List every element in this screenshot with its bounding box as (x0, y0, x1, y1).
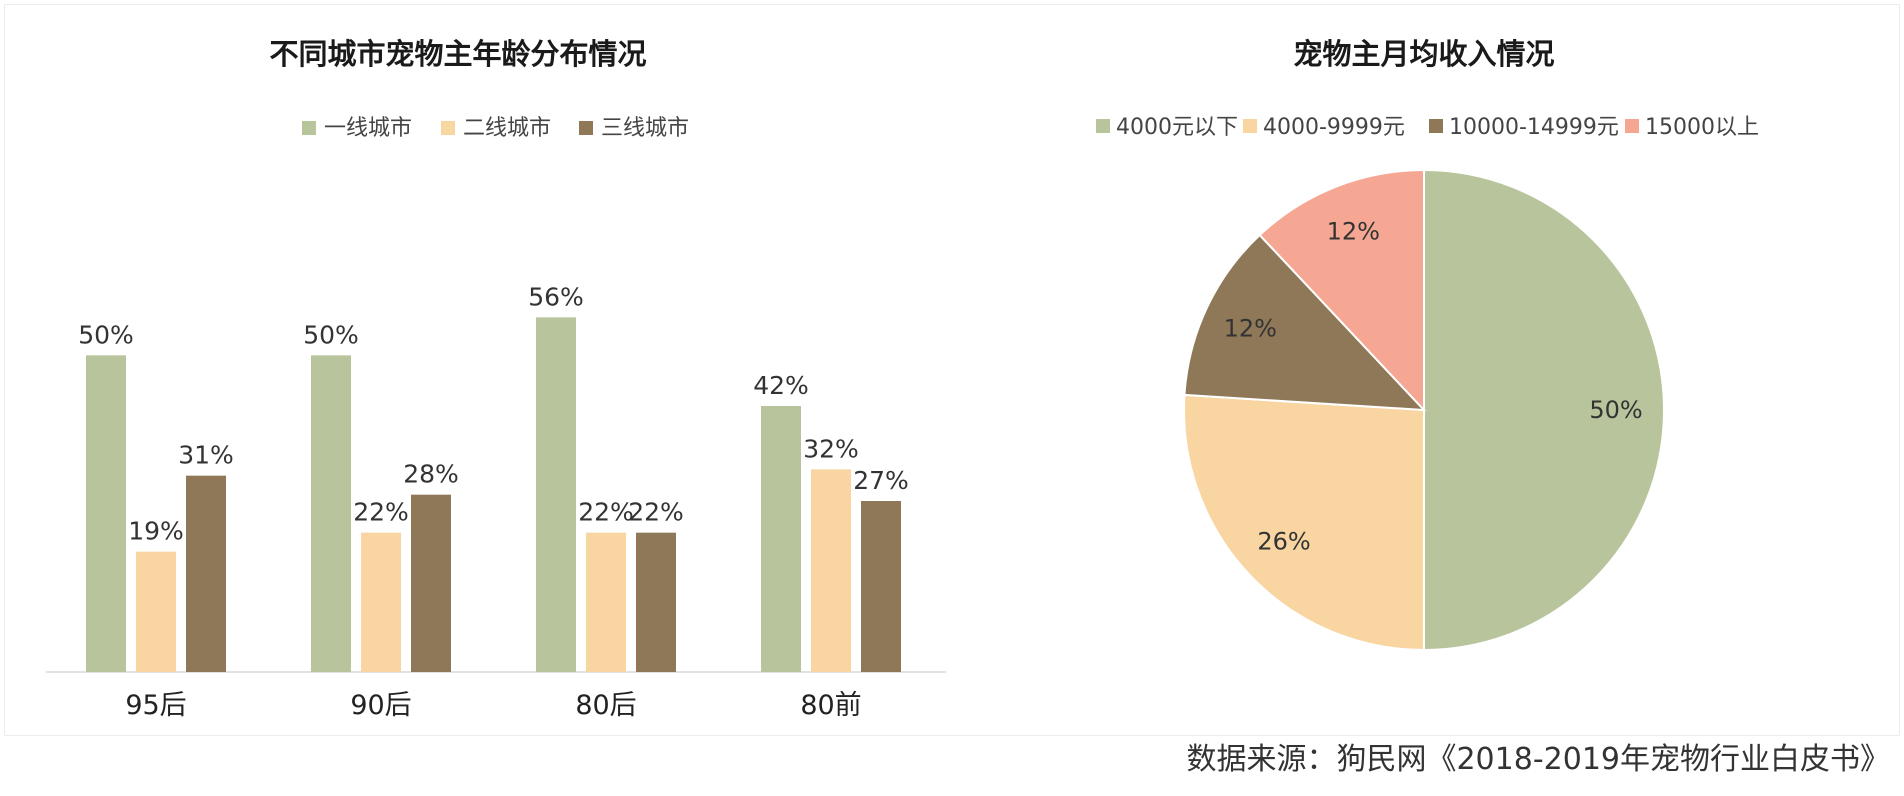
category-label: 80后 (575, 690, 636, 721)
bar-2-2 (361, 532, 401, 672)
bar-chart-legend: 一线城市 二线城市 三线城市 (302, 116, 689, 141)
pie-slice-3 (1183, 233, 1427, 412)
pie-chart-title: 宠物主月均收入情况 (1293, 37, 1554, 71)
legend-swatch (1625, 119, 1639, 133)
category-label: 80前 (800, 690, 861, 721)
bar-4-2 (811, 469, 851, 672)
category-label: 95后 (125, 690, 186, 721)
bar-3-3 (636, 532, 676, 672)
legend-swatch (302, 121, 316, 135)
bar-2-3 (411, 494, 451, 672)
data-source-note: 数据来源：狗民网《2018-2019年宠物行业白皮书》 (1186, 742, 1890, 777)
pie-slice-4 (1258, 168, 1425, 413)
pie-slice-label: 26% (1257, 527, 1310, 555)
legend-swatch (1429, 119, 1443, 133)
bar-chart-title: 不同城市宠物主年龄分布情况 (269, 37, 646, 71)
pie-slice-labels: 50% 26% 12% 12% (1224, 217, 1643, 555)
pie-slice-label: 50% (1589, 396, 1642, 424)
bar-3-1 (536, 317, 576, 672)
pie-slice-2 (1183, 393, 1425, 652)
bar-4-3 (861, 501, 901, 672)
bar-3-2 (586, 532, 626, 672)
bar-1-2 (136, 551, 176, 672)
pie-chart-legend: 4000元以下 4000-9999元 10000-14999元 15000以上 (1096, 115, 1759, 140)
legend-label: 4000-9999元 (1263, 115, 1405, 140)
bar-chart: 不同城市宠物主年龄分布情况 一线城市 二线城市 三线城市 50% 19% 31% 50% 2… (46, 37, 946, 721)
pie-slice-label: 12% (1224, 314, 1277, 342)
pie-slice-1 (1423, 168, 1665, 652)
bar-value-label: 22% (578, 498, 634, 527)
bar-value-label: 19% (128, 517, 184, 546)
bar-value-label: 42% (753, 371, 809, 400)
legend-label: 三线城市 (601, 116, 689, 141)
bar-value-label: 50% (303, 320, 359, 349)
bar-2-1 (311, 355, 351, 672)
bar-value-label: 50% (78, 320, 134, 349)
legend-swatch (579, 121, 593, 135)
legend-label: 一线城市 (324, 116, 412, 141)
pie-slices (1183, 168, 1665, 652)
bar-value-labels: 50%19%31%50%22%28%56%22%22%42%32%27% (78, 282, 909, 545)
bar-value-label: 22% (628, 498, 684, 527)
bar-value-label: 27% (853, 466, 909, 495)
bar-value-label: 32% (803, 434, 859, 463)
pie-chart: 宠物主月均收入情况 4000元以下 4000-9999元 10000-14999元 1… (1096, 37, 1759, 652)
legend-label: 10000-14999元 (1449, 115, 1619, 140)
bar-value-label: 31% (178, 441, 234, 470)
chart-panel (4, 4, 1900, 736)
bar-value-label: 28% (403, 460, 459, 489)
legend-label: 二线城市 (463, 116, 551, 141)
bar-category-labels: 95后 90后 80后 80前 (125, 690, 861, 721)
bar-value-label: 22% (353, 498, 409, 527)
bar-1-3 (186, 475, 226, 672)
bar-value-label: 56% (528, 282, 584, 311)
bar-series (86, 317, 901, 672)
legend-swatch (1096, 119, 1110, 133)
legend-label: 15000以上 (1645, 115, 1759, 140)
bar-1-1 (86, 355, 126, 672)
category-label: 90后 (350, 690, 411, 721)
legend-label: 4000元以下 (1116, 115, 1238, 140)
bar-4-1 (761, 406, 801, 672)
legend-swatch (441, 121, 455, 135)
legend-swatch (1243, 119, 1257, 133)
pie-slice-label: 12% (1327, 217, 1380, 245)
